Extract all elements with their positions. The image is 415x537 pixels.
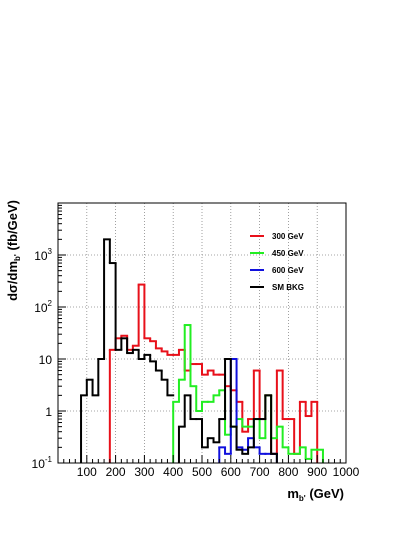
legend-label: 300 GeV: [272, 232, 304, 241]
x-axis-title: mb' (GeV): [287, 486, 344, 503]
y-tick-label: 1: [45, 405, 52, 419]
x-tick-label: 500: [192, 465, 212, 479]
x-tick-label: 100: [77, 465, 97, 479]
y-tick-label: 103: [34, 247, 52, 263]
y-axis-title: dσ/dmb' (fb/GeV): [5, 200, 22, 301]
x-tick-label: 300: [134, 465, 154, 479]
legend-label: 450 GeV: [272, 249, 304, 258]
x-axis: 100 200 300 400 500 600 700 800 900 1000: [63, 455, 360, 479]
y-tick-label: 10-1: [32, 455, 53, 471]
y-tick-label: 10: [39, 353, 53, 367]
legend: 300 GeV 450 GeV 600 GeV SM BKG: [250, 232, 304, 292]
y-tick-label: 102: [34, 299, 52, 315]
y-axis: 10-1 1 10 102 103: [32, 204, 66, 471]
x-tick-label: 1000: [333, 465, 360, 479]
x-tick-label: 400: [163, 465, 183, 479]
x-tick-label: 700: [250, 465, 270, 479]
legend-label: 600 GeV: [272, 266, 304, 275]
x-tick-label: 800: [278, 465, 298, 479]
x-tick-label: 200: [106, 465, 126, 479]
series-layer: [80, 238, 324, 463]
x-tick-label: 900: [307, 465, 327, 479]
series-sm-bkg: [80, 238, 278, 463]
x-tick-label: 600: [221, 465, 241, 479]
legend-label: SM BKG: [272, 283, 304, 292]
